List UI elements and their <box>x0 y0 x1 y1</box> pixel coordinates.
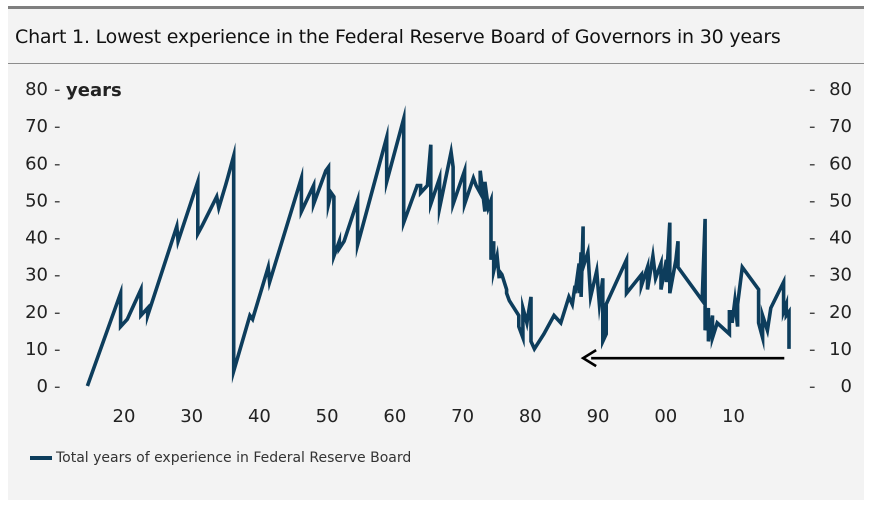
y-tick-right-mark: - <box>809 190 816 211</box>
y-tick-right-mark: - <box>809 153 816 174</box>
y-tick-right-label: 10 <box>829 339 852 360</box>
legend-swatch <box>30 456 52 460</box>
y-tick-right-mark: - <box>809 265 816 286</box>
y-tick-right-mark: - <box>809 376 816 397</box>
y-tick-left-mark: - <box>54 79 61 100</box>
y-tick-left-label: 40 <box>25 228 48 249</box>
y-tick-left-label: 80 <box>25 79 48 100</box>
y-tick-left-mark: - <box>54 153 61 174</box>
y-tick-left-mark: - <box>54 265 61 286</box>
y-tick-right-label: 30 <box>829 265 852 286</box>
y-tick-left-mark: - <box>54 339 61 360</box>
y-tick-right-mark: - <box>809 302 816 323</box>
x-tick-label: 40 <box>248 406 271 427</box>
y-tick-left-mark: - <box>54 228 61 249</box>
x-tick-label: 10 <box>722 406 745 427</box>
annotation-arrow-head <box>580 349 597 368</box>
x-tick-label: 90 <box>587 406 610 427</box>
x-tick-label: 80 <box>519 406 542 427</box>
y-axis-label: years <box>66 80 122 101</box>
title-divider <box>8 63 864 64</box>
x-tick-label: 20 <box>113 406 136 427</box>
y-tick-left-label: 0 <box>37 376 48 397</box>
y-tick-right-label: 70 <box>829 116 852 137</box>
y-tick-left-label: 20 <box>25 302 48 323</box>
chart-title: Chart 1. Lowest experience in the Federa… <box>15 26 781 48</box>
y-tick-right-mark: - <box>809 339 816 360</box>
y-tick-left-mark: - <box>54 116 61 137</box>
y-tick-right-mark: - <box>809 228 816 249</box>
y-tick-right-mark: - <box>809 116 816 137</box>
y-tick-right-label: 80 <box>829 79 852 100</box>
top-rule <box>8 6 864 9</box>
x-tick-label: 00 <box>654 406 677 427</box>
y-tick-left-label: 70 <box>25 116 48 137</box>
y-tick-right-label: 0 <box>841 376 852 397</box>
y-tick-left-mark: - <box>54 376 61 397</box>
y-tick-left-mark: - <box>54 190 61 211</box>
line-chart: 80 -70 -60 -50 -40 -30 -20 -10 -0- -80- 70- 60- 50-… <box>25 79 852 427</box>
y-tick-left-label: 10 <box>25 339 48 360</box>
y-tick-right-label: 40 <box>829 228 852 249</box>
y-tick-right-label: 60 <box>829 153 852 174</box>
x-tick-label: 50 <box>316 406 339 427</box>
y-tick-left-label: 60 <box>25 153 48 174</box>
legend: Total years of experience in Federal Res… <box>30 450 411 466</box>
x-tick-label: 30 <box>180 406 203 427</box>
x-tick-label: 70 <box>451 406 474 427</box>
series-line <box>85 105 791 387</box>
y-tick-right-label: 20 <box>829 302 852 323</box>
y-tick-right-mark: - <box>809 79 816 100</box>
x-tick-label: 60 <box>383 406 406 427</box>
y-tick-left-mark: - <box>54 302 61 323</box>
chart-frame: Chart 1. Lowest experience in the Federa… <box>8 6 864 500</box>
legend-label: Total years of experience in Federal Res… <box>56 450 412 466</box>
y-tick-left-label: 30 <box>25 265 48 286</box>
y-tick-right-label: 50 <box>829 190 852 211</box>
y-tick-left-label: 50 <box>25 190 48 211</box>
